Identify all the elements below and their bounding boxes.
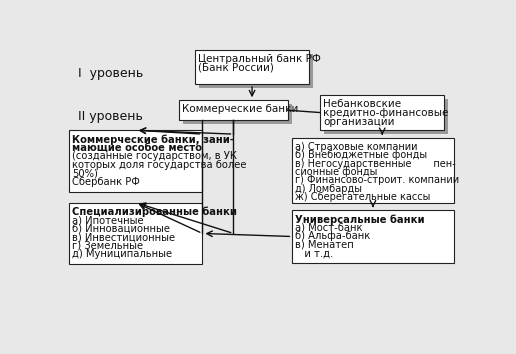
Bar <box>195 50 310 84</box>
Text: Универсальные банки: Универсальные банки <box>296 214 425 225</box>
Bar <box>69 130 202 192</box>
Text: сионные фонды: сионные фонды <box>296 167 378 177</box>
Bar <box>293 138 454 202</box>
Text: ж) Сберегательные кассы: ж) Сберегательные кассы <box>296 192 431 202</box>
Bar <box>179 100 288 120</box>
Bar <box>183 104 292 124</box>
Text: мающие особое место: мающие особое место <box>72 143 202 153</box>
Text: а) Мост-банк: а) Мост-банк <box>296 223 363 233</box>
Text: б) Альфа-банк: б) Альфа-банк <box>296 232 370 241</box>
Text: Центральный банк РФ: Центральный банк РФ <box>198 54 320 64</box>
Text: г) Финансово-строит. компании: г) Финансово-строит. компании <box>296 175 460 185</box>
Text: Специализированные банки: Специализированные банки <box>72 206 237 217</box>
Text: Коммерческие банки: Коммерческие банки <box>182 104 299 114</box>
Text: I  уровень: I уровень <box>78 67 143 80</box>
Text: 50%): 50%) <box>72 169 98 178</box>
Text: в) Негосударственные       пен-: в) Негосударственные пен- <box>296 159 456 169</box>
Text: организации: организации <box>324 116 395 127</box>
Text: которых доля государства более: которых доля государства более <box>72 160 247 170</box>
Text: (Банк России): (Банк России) <box>198 63 273 73</box>
Text: в) Инвестиционные: в) Инвестиционные <box>72 232 175 242</box>
Bar <box>69 202 202 264</box>
Bar <box>293 210 454 263</box>
Text: б) Инновационные: б) Инновационные <box>72 224 170 234</box>
Text: г) Земельные: г) Земельные <box>72 241 143 251</box>
Text: а) Страховые компании: а) Страховые компании <box>296 142 418 152</box>
Text: Небанковские: Небанковские <box>324 99 401 109</box>
Text: Сбербанк РФ: Сбербанк РФ <box>72 177 140 187</box>
Text: в) Менатеп: в) Менатеп <box>296 240 354 250</box>
Text: д) Ломбарды: д) Ломбарды <box>296 184 362 194</box>
Bar <box>320 95 444 130</box>
Text: б) Внебюджетные фонды: б) Внебюджетные фонды <box>296 150 428 160</box>
Text: кредитно-финансовые: кредитно-финансовые <box>324 108 449 118</box>
Text: д) Муниципальные: д) Муниципальные <box>72 250 172 259</box>
Text: а) Ипотечные: а) Ипотечные <box>72 215 144 225</box>
Text: II уровень: II уровень <box>78 110 143 123</box>
Bar <box>324 99 448 134</box>
Text: и т.д.: и т.д. <box>296 249 334 258</box>
Text: Коммерческие банки, зани-: Коммерческие банки, зани- <box>72 134 234 145</box>
Text: (созданные государством, в УК: (созданные государством, в УК <box>72 151 237 161</box>
Bar <box>199 54 313 88</box>
